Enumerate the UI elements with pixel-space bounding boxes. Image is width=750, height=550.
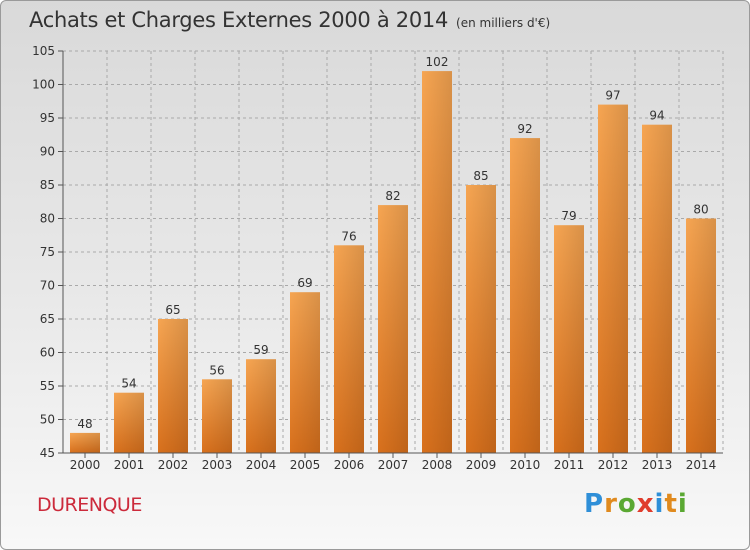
x-tick-label: 2011 [554,458,585,472]
bar-shade [114,392,144,453]
bar-shade [158,319,188,453]
bar-value-label: 85 [473,169,488,183]
y-tick-label: 105 [32,44,55,58]
bar-shade [598,104,628,453]
x-tick-label: 2004 [246,458,277,472]
bar-shade [466,185,496,453]
bar-shade [510,138,540,453]
bar-shade [290,292,320,453]
bar-value-label: 48 [77,417,92,431]
bar-value-label: 69 [297,276,312,290]
bar-shade [378,205,408,453]
bar-shade [334,245,364,453]
y-tick-label: 80 [40,212,55,226]
y-tick-label: 70 [40,279,55,293]
bar-value-label: 94 [649,109,664,123]
x-tick-label: 2013 [642,458,673,472]
x-tick-label: 2001 [114,458,145,472]
bar-shade [246,359,276,453]
bar-shade [554,225,584,453]
y-tick-label: 45 [40,446,55,460]
x-tick-label: 2000 [70,458,101,472]
x-tick-label: 2012 [598,458,629,472]
y-tick-label: 65 [40,312,55,326]
bar-shade [70,432,100,453]
x-tick-label: 2005 [290,458,321,472]
bar-value-label: 56 [209,363,224,377]
chart-title-block: Achats et Charges Externes 2000 à 2014 (e… [29,8,550,32]
bar-value-label: 76 [341,229,356,243]
x-tick-label: 2007 [378,458,409,472]
commune-name: DURENQUE [37,494,142,516]
y-tick-label: 50 [40,413,55,427]
logo-letter: x [636,489,655,519]
bar-value-label: 80 [693,203,708,217]
bar-value-label: 92 [517,122,532,136]
bar-value-label: 65 [165,303,180,317]
bar-value-label: 82 [385,189,400,203]
x-tick-label: 2006 [334,458,365,472]
y-tick-label: 55 [40,379,55,393]
bar-value-label: 97 [605,89,620,103]
chart-title: Achats et Charges Externes 2000 à 2014 [29,8,449,32]
y-tick-label: 85 [40,178,55,192]
chart-unit: (en milliers d'€) [456,16,551,30]
logo-letter: t [664,489,678,519]
y-tick-label: 60 [40,346,55,360]
proxiti-logo: Proxiti [584,489,688,519]
x-tick-label: 2009 [466,458,497,472]
logo-letter: i [654,489,665,519]
x-tick-label: 2002 [158,458,189,472]
bar-value-label: 79 [561,209,576,223]
bar-shade [202,379,232,453]
logo-letter: r [604,489,618,519]
logo-letter: i [677,489,688,519]
x-tick-label: 2010 [510,458,541,472]
bar-value-label: 59 [253,343,268,357]
logo-letter: o [617,489,637,519]
y-tick-label: 95 [40,111,55,125]
bar-shade [686,218,716,453]
x-tick-label: 2008 [422,458,453,472]
bar-value-label: 54 [121,377,136,391]
y-tick-label: 75 [40,245,55,259]
bar-value-label: 102 [426,55,449,69]
bar-shade [642,124,672,453]
x-tick-label: 2003 [202,458,233,472]
logo-letter: P [584,489,605,519]
y-tick-label: 90 [40,145,55,159]
y-tick-label: 100 [32,78,55,92]
x-tick-label: 2014 [686,458,717,472]
bar-shade [422,71,452,453]
